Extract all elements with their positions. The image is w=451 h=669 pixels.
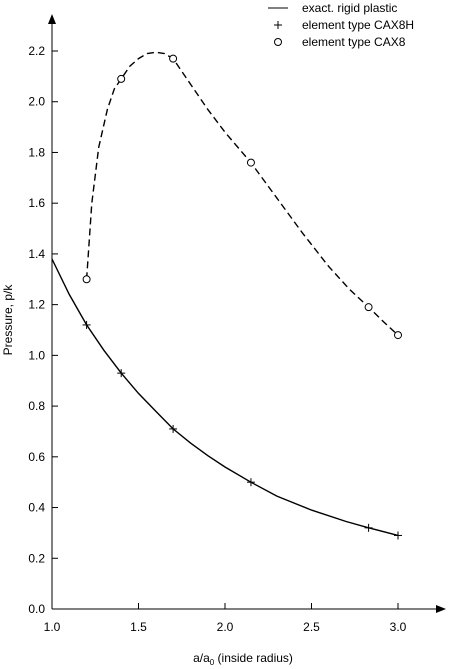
y-tick-label: 0.4	[28, 501, 45, 515]
y-tick-label: 2.0	[28, 95, 45, 109]
legend-label: element type CAX8H	[302, 18, 414, 32]
y-axis-arrow	[48, 14, 56, 24]
data-point	[246, 158, 255, 167]
legend-swatch	[274, 38, 282, 46]
x-tick-label: 1.5	[130, 620, 147, 634]
data-point	[117, 74, 126, 83]
series-line	[85, 51, 399, 336]
data-point	[246, 478, 255, 487]
x-axis-label-rest: (inside radius)	[214, 651, 293, 665]
series-3	[82, 51, 402, 340]
y-tick-label: 0.6	[28, 450, 45, 464]
x-tick-label: 2.0	[217, 620, 234, 634]
data-point	[364, 523, 373, 532]
data-point	[394, 331, 402, 340]
data-point	[169, 54, 178, 63]
legend-item: element type CAX8H	[274, 18, 414, 32]
data-point	[117, 369, 126, 378]
y-tick-label: 2.2	[28, 44, 45, 58]
series-line	[51, 258, 399, 537]
y-tick-label: 1.6	[28, 196, 45, 210]
x-tick-label: 1.0	[44, 620, 61, 634]
x-tick-label: 2.5	[303, 620, 320, 634]
data-point	[394, 531, 402, 540]
data-point	[82, 275, 91, 284]
axes	[48, 14, 446, 613]
legend-label: element type CAX8	[302, 35, 406, 49]
y-tick-label: 0.2	[28, 551, 45, 565]
series-2	[82, 320, 402, 540]
y-axis-label: Pressure, p/k	[1, 284, 15, 356]
x-tick-label: 3.0	[390, 620, 407, 634]
y-tick-label: 1.8	[28, 145, 45, 159]
data-point	[82, 320, 91, 329]
legend: exact. rigid plastic element type CAX8H el…	[268, 1, 414, 49]
y-tick-label: 1.4	[28, 247, 45, 261]
x-axis-label-base: a/a	[193, 651, 210, 665]
y-tick-label: 0.0	[28, 602, 45, 616]
x-axis-label: a/a0 (inside radius)	[193, 651, 293, 667]
plot-area	[51, 51, 402, 540]
y-tick-label: 1.0	[28, 348, 45, 362]
y-axis-ticks: 0.0 0.2 0.4 0.6 0.8 1.0 1.2 1.4 1.6 1.8 2.0 2.2	[28, 44, 58, 616]
y-tick-label: 0.8	[28, 399, 45, 413]
y-tick-label: 1.2	[28, 298, 45, 312]
x-axis-arrow	[436, 605, 446, 613]
legend-swatch	[274, 21, 282, 29]
legend-item: element type CAX8	[274, 35, 406, 49]
legend-label: exact. rigid plastic	[302, 1, 397, 15]
series-1	[51, 258, 399, 537]
x-axis-ticks: 1.0 1.5 2.0 2.5 3.0	[44, 603, 407, 634]
data-point	[169, 424, 178, 433]
x-axis-label-subscript: 0	[210, 658, 215, 667]
data-point	[364, 303, 373, 312]
legend-item: exact. rigid plastic	[268, 1, 397, 15]
